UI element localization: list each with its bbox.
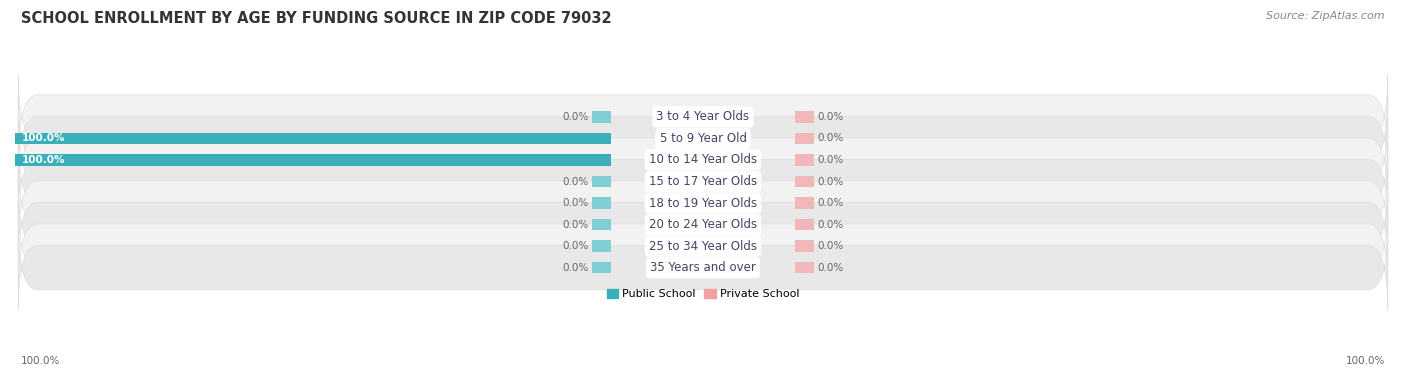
Bar <box>592 262 612 273</box>
Text: 0.0%: 0.0% <box>818 198 844 208</box>
Text: 100.0%: 100.0% <box>21 155 65 165</box>
Bar <box>592 198 612 209</box>
Bar <box>15 133 612 144</box>
Bar <box>592 111 612 123</box>
Text: 20 to 24 Year Olds: 20 to 24 Year Olds <box>650 218 756 231</box>
Bar <box>592 176 612 187</box>
Text: 0.0%: 0.0% <box>562 112 588 122</box>
Text: 0.0%: 0.0% <box>818 241 844 251</box>
Text: 0.0%: 0.0% <box>818 112 844 122</box>
Text: 18 to 19 Year Olds: 18 to 19 Year Olds <box>650 196 756 210</box>
Text: 100.0%: 100.0% <box>21 356 60 366</box>
Bar <box>794 198 814 209</box>
Text: 0.0%: 0.0% <box>818 219 844 230</box>
Text: 0.0%: 0.0% <box>562 263 588 273</box>
Text: SCHOOL ENROLLMENT BY AGE BY FUNDING SOURCE IN ZIP CODE 79032: SCHOOL ENROLLMENT BY AGE BY FUNDING SOUR… <box>21 11 612 26</box>
Text: 5 to 9 Year Old: 5 to 9 Year Old <box>659 132 747 145</box>
FancyBboxPatch shape <box>18 161 1388 245</box>
Text: 0.0%: 0.0% <box>818 155 844 165</box>
Text: 0.0%: 0.0% <box>818 133 844 143</box>
Text: 25 to 34 Year Olds: 25 to 34 Year Olds <box>650 240 756 253</box>
Text: 0.0%: 0.0% <box>562 241 588 251</box>
Bar <box>794 133 814 144</box>
Text: Source: ZipAtlas.com: Source: ZipAtlas.com <box>1267 11 1385 21</box>
FancyBboxPatch shape <box>18 204 1388 288</box>
Bar <box>592 154 612 166</box>
FancyBboxPatch shape <box>18 118 1388 202</box>
Bar <box>592 133 612 144</box>
Bar <box>794 111 814 123</box>
Text: 0.0%: 0.0% <box>818 263 844 273</box>
FancyBboxPatch shape <box>18 96 1388 181</box>
Text: 15 to 17 Year Olds: 15 to 17 Year Olds <box>650 175 756 188</box>
Text: 100.0%: 100.0% <box>21 133 65 143</box>
FancyBboxPatch shape <box>18 182 1388 267</box>
Text: 0.0%: 0.0% <box>562 176 588 187</box>
Bar <box>794 262 814 273</box>
Bar <box>794 176 814 187</box>
Text: 3 to 4 Year Olds: 3 to 4 Year Olds <box>657 110 749 123</box>
Bar <box>794 219 814 230</box>
Text: 35 Years and over: 35 Years and over <box>650 261 756 274</box>
Bar <box>15 154 612 166</box>
Bar <box>592 241 612 252</box>
Bar <box>592 219 612 230</box>
FancyBboxPatch shape <box>18 74 1388 159</box>
Legend: Public School, Private School: Public School, Private School <box>602 285 804 304</box>
Text: 10 to 14 Year Olds: 10 to 14 Year Olds <box>650 153 756 167</box>
Bar <box>794 241 814 252</box>
FancyBboxPatch shape <box>18 139 1388 224</box>
Bar <box>794 154 814 166</box>
Text: 0.0%: 0.0% <box>562 219 588 230</box>
Text: 0.0%: 0.0% <box>562 198 588 208</box>
Text: 100.0%: 100.0% <box>1346 356 1385 366</box>
Text: 0.0%: 0.0% <box>818 176 844 187</box>
FancyBboxPatch shape <box>18 225 1388 310</box>
